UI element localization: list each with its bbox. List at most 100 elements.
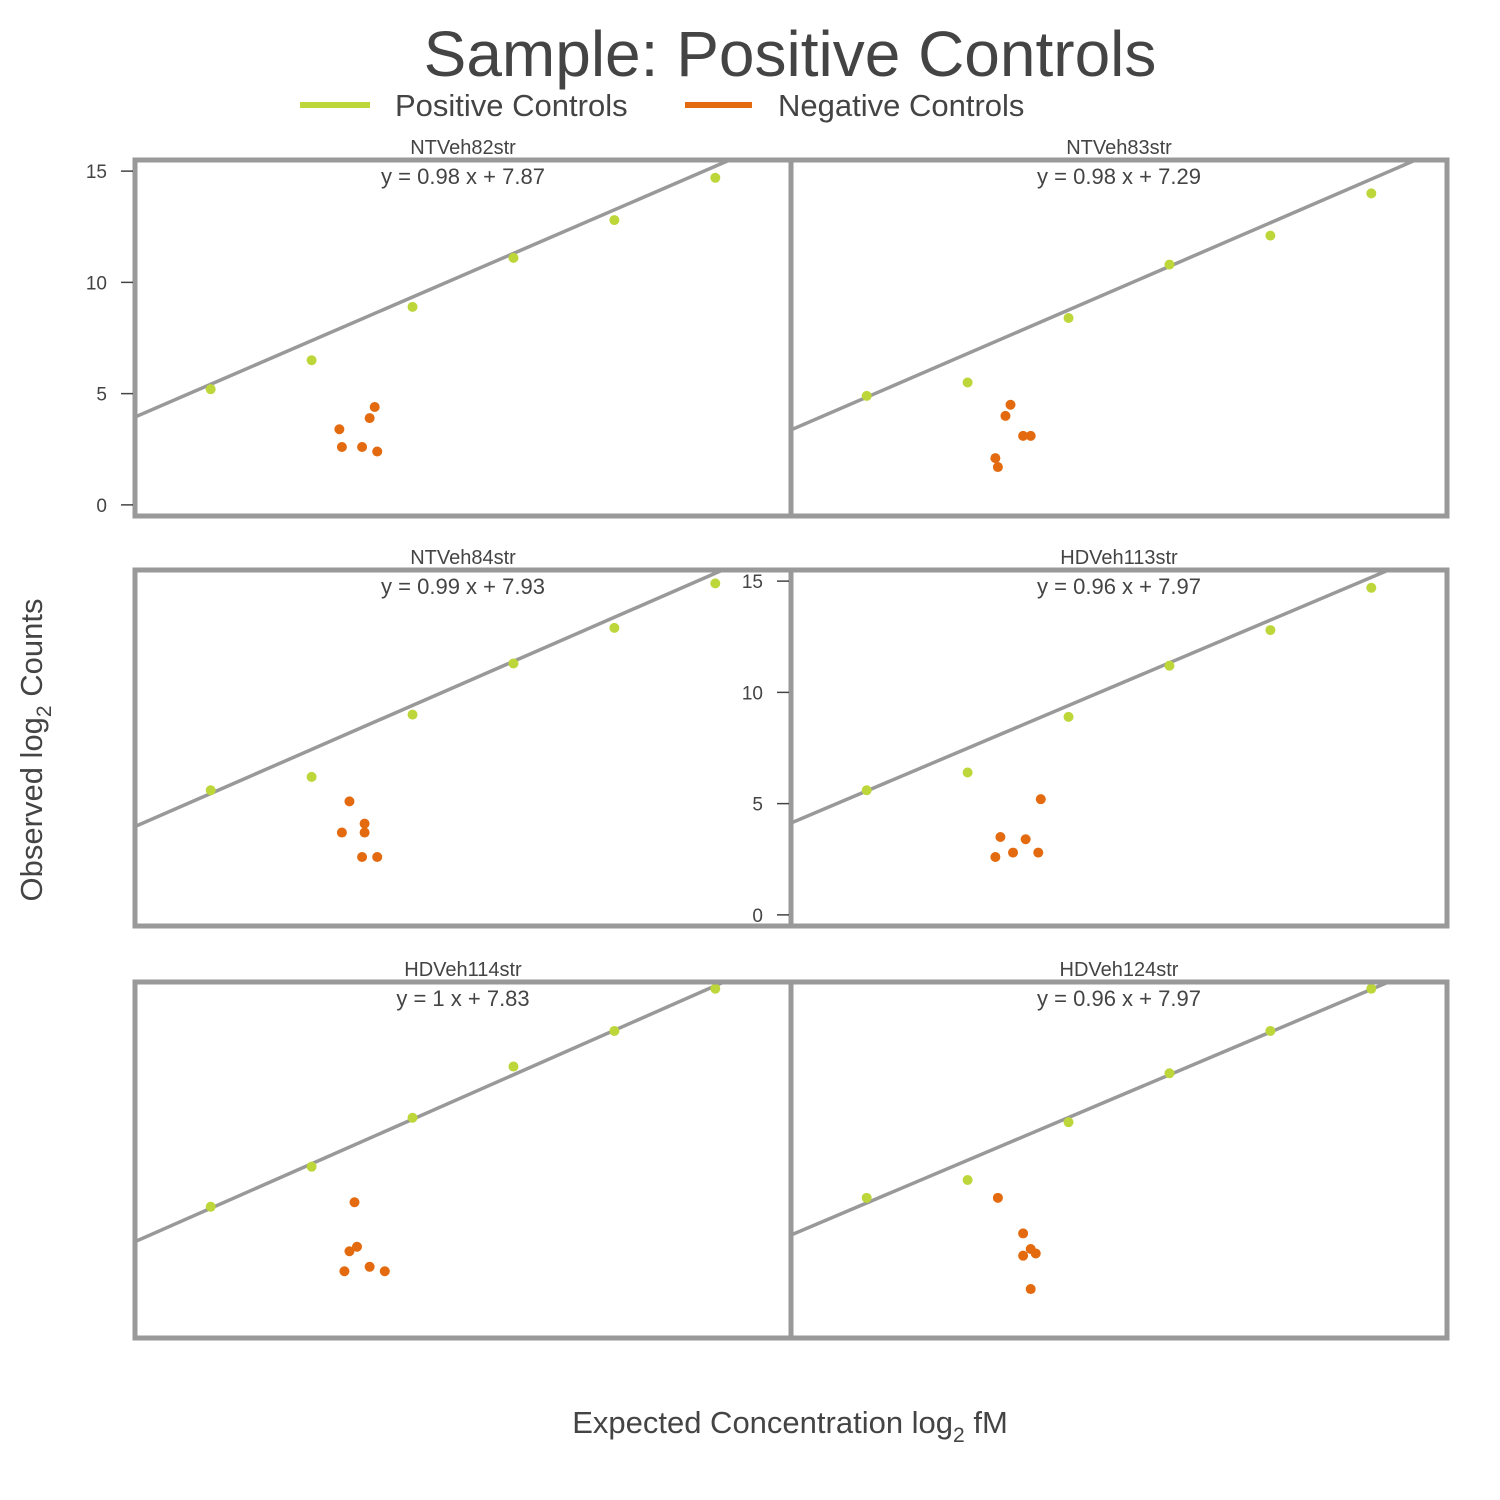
negative-control-point (359, 827, 370, 838)
panel-ntveh82str: NTVeh82str y = 0.98 x + 7.87 0 5 10 15 (86, 137, 794, 519)
positive-control-point (508, 252, 519, 263)
positive-control-point (1164, 660, 1175, 671)
negative-control-point (357, 852, 368, 863)
positive-control-point (205, 1201, 216, 1212)
chart-title: Sample: Positive Controls (424, 18, 1157, 90)
negative-control-point (1035, 794, 1046, 805)
x-axis-title: Expected Concentration log2 fM (572, 1405, 1008, 1447)
fit-line (791, 570, 1394, 825)
positive-control-point (205, 384, 216, 395)
negative-control-point (1025, 1284, 1036, 1295)
positive-control-point (609, 215, 620, 226)
positive-control-point (861, 785, 872, 796)
panel-equation: y = 1 x + 7.83 (396, 986, 529, 1011)
y-axis-title: Observed log2 Counts (14, 599, 56, 902)
panel-title: HDVeh113str (1060, 547, 1178, 569)
positive-control-point (609, 1025, 620, 1036)
negative-control-point (336, 442, 347, 453)
positive-control-point (508, 658, 519, 669)
y-tick-label: 5 (752, 795, 763, 816)
panel-title: NTVeh82str (410, 137, 516, 159)
positive-control-point (306, 771, 317, 782)
positive-control-point (710, 983, 721, 994)
negative-control-point (344, 796, 355, 807)
positive-control-point (962, 1175, 973, 1186)
negative-control-point (369, 401, 380, 412)
negative-control-point (1030, 1248, 1041, 1259)
positive-control-point (861, 1192, 872, 1203)
negative-control-point (372, 852, 383, 863)
negative-control-point (1025, 430, 1036, 441)
panel-title: NTVeh83str (1066, 137, 1172, 159)
positive-control-point (407, 709, 418, 720)
y-tick-label: 5 (96, 385, 107, 406)
y-tick-label: 0 (96, 496, 107, 517)
negative-control-point (336, 827, 347, 838)
negative-control-point (359, 818, 370, 829)
y-tick-label: 15 (86, 162, 107, 183)
panel-equation: y = 0.98 x + 7.87 (381, 164, 545, 189)
legend-label-positive-controls: Positive Controls (395, 88, 628, 123)
negative-control-point (364, 413, 375, 424)
panel-frame (788, 567, 1450, 929)
positive-control-point (1265, 625, 1276, 636)
legend: Positive Controls Negative Controls (300, 88, 1024, 123)
positive-control-point (962, 767, 973, 778)
negative-control-point (995, 832, 1006, 842)
panel-frame (132, 979, 794, 1341)
negative-control-point (334, 424, 345, 435)
negative-control-point (352, 1241, 363, 1252)
positive-control-point (508, 1061, 519, 1072)
panel-frame (788, 157, 1450, 519)
positive-control-point (1063, 1117, 1074, 1128)
positive-control-point (710, 578, 721, 589)
panel-title: NTVeh84str (410, 547, 516, 569)
panel-hdveh124str: HDVeh124str y = 0.96 x + 7.97 (788, 959, 1450, 1341)
negative-control-point (1018, 1250, 1029, 1261)
panel-equation: y = 0.96 x + 7.97 (1037, 986, 1201, 1011)
positive-control-point (1063, 312, 1074, 323)
y-tick-label: 10 (742, 683, 763, 704)
fit-line (135, 160, 735, 419)
negative-control-point (1000, 410, 1011, 421)
negative-control-point (1018, 1228, 1029, 1239)
positive-control-point (205, 785, 216, 796)
negative-control-point (357, 442, 368, 453)
panel-hdveh113str: HDVeh113str y = 0.96 x + 7.97 0 5 10 15 (742, 547, 1450, 929)
positive-control-point (306, 355, 317, 366)
positive-control-point (1265, 1025, 1276, 1036)
fit-line (135, 570, 728, 829)
negative-control-point (1033, 847, 1044, 858)
negative-control-point (1020, 834, 1031, 845)
panel-title: HDVeh124str (1060, 959, 1179, 981)
negative-control-point (1018, 430, 1029, 441)
y-tick-label: 0 (752, 906, 763, 927)
panel-ntveh84str: NTVeh84str y = 0.99 x + 7.93 (132, 547, 794, 929)
positive-control-point (306, 1161, 317, 1172)
panel-ntveh83str: NTVeh83str y = 0.98 x + 7.29 (788, 137, 1450, 519)
fit-line (791, 160, 1421, 432)
negative-control-point (992, 462, 1003, 473)
positive-control-point (1366, 582, 1377, 593)
negative-control-point (349, 1197, 360, 1208)
panel-equation: y = 0.98 x + 7.29 (1037, 164, 1201, 189)
negative-control-point (372, 446, 383, 457)
positive-control-point (1366, 188, 1377, 199)
negative-control-point (379, 1266, 390, 1277)
fit-line (791, 982, 1394, 1237)
positive-control-point (962, 377, 973, 388)
negative-control-point (1005, 399, 1016, 410)
panel-title: HDVeh114str (404, 959, 522, 981)
positive-control-point (861, 390, 872, 401)
positive-control-point (710, 172, 721, 183)
negative-control-point (992, 1192, 1003, 1203)
positive-control-point (1164, 1068, 1175, 1079)
negative-control-point (990, 852, 1001, 863)
negative-control-point (990, 453, 1001, 464)
panel-hdveh114str: HDVeh114str y = 1 x + 7.83 (132, 959, 794, 1341)
legend-label-negative-controls: Negative Controls (778, 88, 1024, 123)
positive-control-point (1265, 230, 1276, 241)
positive-control-point (1164, 259, 1175, 270)
positive-control-point (407, 301, 418, 312)
